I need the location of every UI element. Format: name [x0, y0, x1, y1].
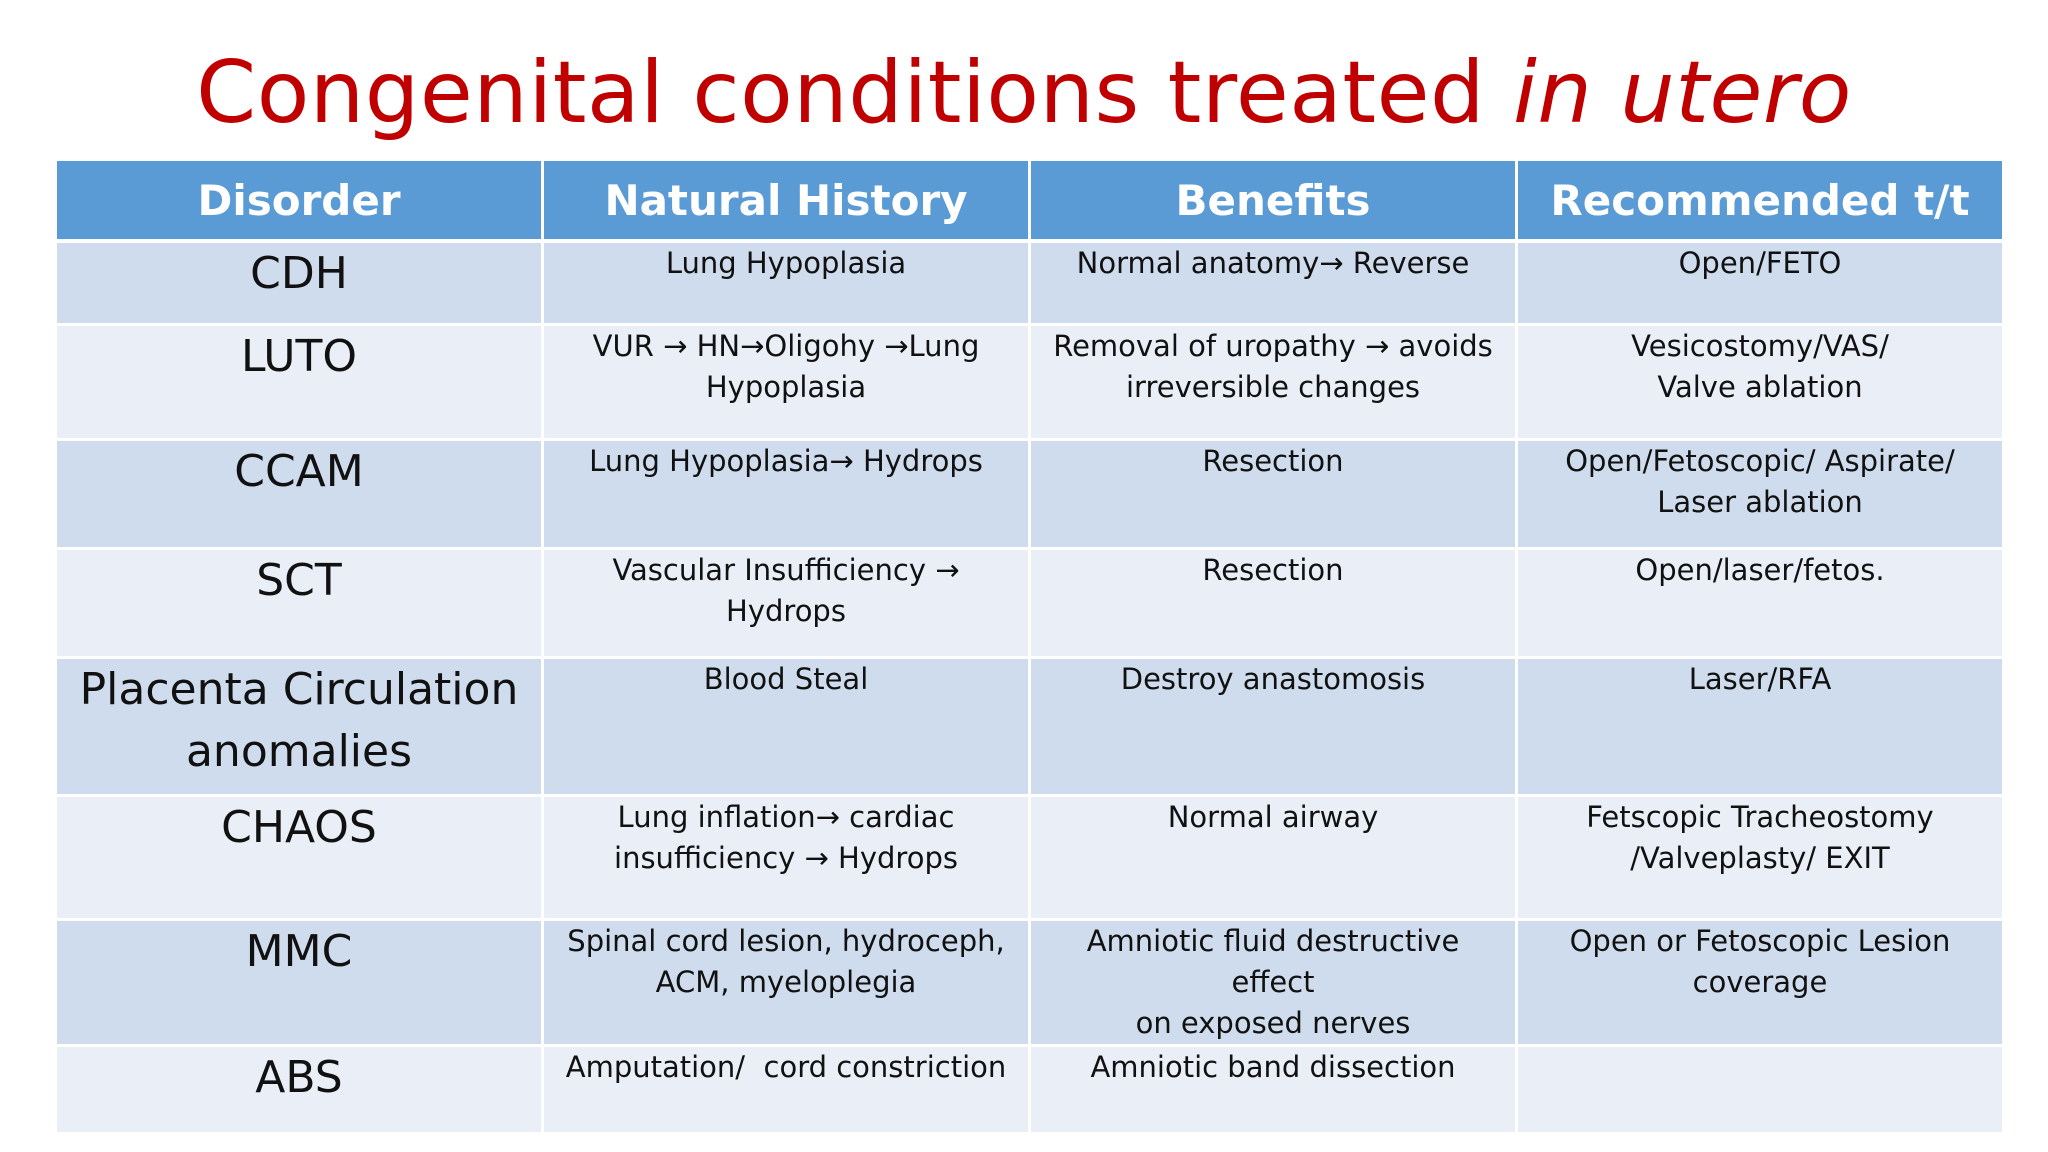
header-benefits: Benefits	[1028, 158, 1518, 243]
cell-line: Vesicostomy/VAS/	[1631, 329, 1889, 363]
table-row: Placenta Circulation anomalies Blood Stea…	[54, 656, 2005, 797]
cell-line: irreversible changes	[1125, 370, 1421, 404]
table-row: CHAOS Lung inflation→ cardiac insufficien…	[54, 794, 2005, 921]
cell-line: Open/laser/fetos.	[1635, 553, 1885, 587]
treatment-cell	[1515, 1044, 2005, 1135]
header-recommended-treatment: Recommended t/t	[1515, 158, 2005, 243]
treatment-cell: Vesicostomy/VAS/Valve ablation	[1515, 323, 2005, 441]
disorder-line: anomalies	[185, 726, 413, 777]
slide-title: Congenital conditions treated in utero	[0, 38, 2048, 148]
cell-line: insufficiency → Hydrops	[614, 841, 958, 875]
cell-line: VUR → HN→Oligohy →Lung	[592, 329, 980, 363]
cell-line: Resection	[1202, 444, 1344, 478]
cell-line: on exposed nerves	[1135, 1006, 1411, 1040]
benefits-cell: Resection	[1028, 547, 1518, 659]
table-row: MMC Spinal cord lesion, hydroceph, ACM, m…	[54, 918, 2005, 1047]
natural-history-cell: Amputation/ cord constriction	[541, 1044, 1031, 1135]
cell-line: Spinal cord lesion, hydroceph,	[567, 924, 1005, 958]
cell-line: Laser/RFA	[1688, 662, 1832, 696]
disorder-cell: ABS	[54, 1044, 544, 1135]
disorder-cell: CCAM	[54, 438, 544, 550]
natural-history-cell: Spinal cord lesion, hydroceph, ACM, myelo…	[541, 918, 1031, 1047]
conditions-table: Disorder Natural History Benefits Recomm…	[54, 158, 2005, 1135]
cell-line: Open/Fetoscopic/ Aspirate/	[1565, 444, 1955, 478]
cell-line: /Valveplasty/ EXIT	[1630, 841, 1890, 875]
treatment-cell: Open/laser/fetos.	[1515, 547, 2005, 659]
cell-line: Lung Hypoplasia	[665, 245, 907, 280]
cell-line: Destroy anastomosis	[1120, 662, 1426, 696]
table-row: CCAM Lung Hypoplasia→ Hydrops Resection …	[54, 438, 2005, 550]
natural-history-cell: Lung inflation→ cardiac insufficiency → H…	[541, 794, 1031, 921]
header-natural-history: Natural History	[541, 158, 1031, 243]
cell-line: Lung Hypoplasia→ Hydrops	[589, 444, 983, 478]
cell-line: Vascular Insufficiency →	[612, 553, 960, 587]
cell-line: Amniotic band dissection	[1090, 1050, 1456, 1084]
disorder-cell: CDH	[54, 239, 544, 326]
benefits-cell: Amniotic band dissection	[1028, 1044, 1518, 1135]
treatment-cell: Fetscopic Tracheostomy/Valveplasty/ EXIT	[1515, 794, 2005, 921]
table-row: SCT Vascular Insufficiency → Hydrops Rese…	[54, 547, 2005, 659]
cell-line: Removal of uropathy → avoids	[1053, 329, 1493, 363]
natural-history-cell: Lung Hypoplasia→ Hydrops	[541, 438, 1031, 550]
cell-line: ACM, myeloplegia	[655, 965, 917, 999]
cell-line: Normal anatomy→ Reverse	[1076, 245, 1470, 280]
cell-line: Normal airway	[1167, 800, 1379, 834]
cell-line: Open or Fetoscopic Lesion	[1569, 924, 1951, 958]
cell-line: Resection	[1202, 553, 1344, 587]
benefits-cell: Destroy anastomosis	[1028, 656, 1518, 797]
cell-line: Hydrops	[726, 594, 846, 628]
natural-history-cell: Vascular Insufficiency → Hydrops	[541, 547, 1031, 659]
cell-line: coverage	[1692, 965, 1828, 999]
cell-line: Amniotic fluid destructive effect	[1086, 924, 1460, 999]
disorder-cell: SCT	[54, 547, 544, 659]
benefits-cell: Normal anatomy→ Reverse	[1028, 239, 1518, 326]
treatment-cell: Open/Fetoscopic/ Aspirate/Laser ablation	[1515, 438, 2005, 550]
natural-history-cell: VUR → HN→Oligohy →Lung Hypoplasia	[541, 323, 1031, 441]
benefits-cell: Resection	[1028, 438, 1518, 550]
table-row: ABS Amputation/ cord constriction Amniot…	[54, 1044, 2005, 1135]
treatment-cell: Open/FETO	[1515, 239, 2005, 326]
benefits-cell: Normal airway	[1028, 794, 1518, 921]
cell-line: Lung inflation→ cardiac	[617, 800, 955, 834]
benefits-cell: Amniotic fluid destructive effect on expo…	[1028, 918, 1518, 1047]
treatment-cell: Open or Fetoscopic Lesion coverage	[1515, 918, 2005, 1047]
disorder-cell: Placenta Circulation anomalies	[54, 656, 544, 797]
slide-title-main: Congenital conditions treated	[196, 43, 1513, 143]
slide-title-italic: in utero	[1512, 43, 1852, 143]
disorder-line: Placenta Circulation	[79, 664, 519, 715]
disorder-cell: MMC	[54, 918, 544, 1047]
cell-line: Hypoplasia	[705, 370, 867, 404]
cell-line: Fetscopic Tracheostomy	[1586, 800, 1934, 834]
disorder-cell: CHAOS	[54, 794, 544, 921]
cell-line: Laser ablation	[1657, 485, 1863, 519]
cell-line: Amputation/ cord constriction	[565, 1050, 1007, 1084]
table-row: LUTO VUR → HN→Oligohy →Lung Hypoplasia Re…	[54, 323, 2005, 441]
cell-line: Valve ablation	[1657, 370, 1863, 404]
disorder-cell: LUTO	[54, 323, 544, 441]
cell-line: Open/FETO	[1678, 245, 1842, 280]
natural-history-cell: Lung Hypoplasia	[541, 239, 1031, 326]
table-row: CDH Lung Hypoplasia Normal anatomy→ Reve…	[54, 239, 2005, 326]
header-disorder: Disorder	[54, 158, 544, 243]
benefits-cell: Removal of uropathy → avoids irreversible…	[1028, 323, 1518, 441]
treatment-cell: Laser/RFA	[1515, 656, 2005, 797]
cell-line: Blood Steal	[703, 662, 869, 696]
natural-history-cell: Blood Steal	[541, 656, 1031, 797]
table-header-row: Disorder Natural History Benefits Recomm…	[54, 158, 2005, 243]
